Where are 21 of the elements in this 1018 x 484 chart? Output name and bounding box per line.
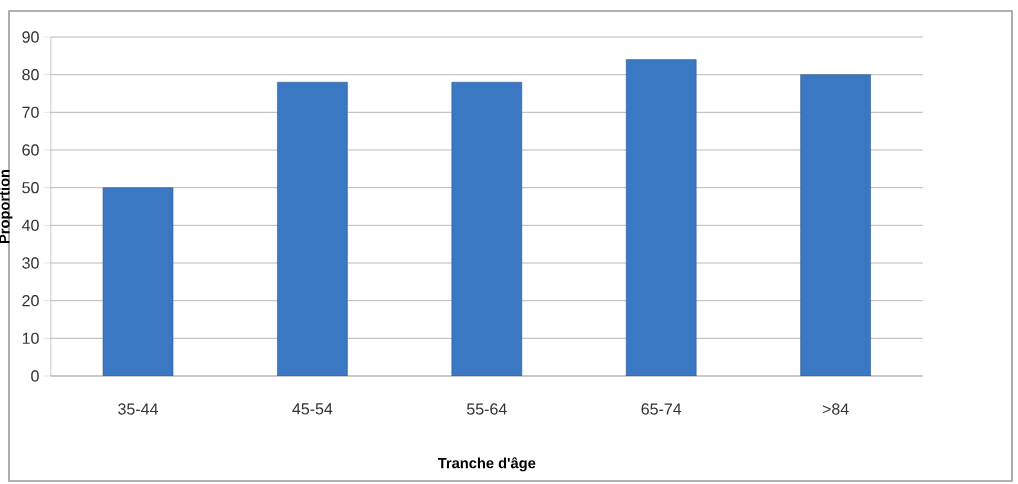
- y-tick-label: 50: [22, 182, 39, 194]
- bar: [625, 59, 697, 376]
- bar: [800, 74, 871, 376]
- y-tick-label: 20: [22, 295, 39, 307]
- bar: [451, 81, 523, 376]
- x-tick-label: >84: [822, 403, 849, 415]
- y-tick-label: 40: [22, 219, 39, 231]
- x-axis-title: Tranche d'âge: [437, 457, 536, 472]
- x-tick-label: 35-44: [118, 403, 158, 415]
- x-tick-label: 55-64: [466, 403, 507, 415]
- y-tick-label: 60: [22, 144, 39, 156]
- y-tick-label: 0: [31, 370, 39, 382]
- y-tick-label: 30: [22, 257, 39, 269]
- y-tick-label: 10: [22, 332, 39, 344]
- y-tick-label: 90: [22, 31, 39, 43]
- x-tick-label: 65-74: [641, 403, 682, 415]
- bar: [277, 81, 348, 376]
- x-tick-label: 45-54: [292, 403, 333, 415]
- y-tick-label: 80: [22, 69, 39, 81]
- y-tick-label: 70: [22, 106, 39, 118]
- bar: [102, 187, 174, 376]
